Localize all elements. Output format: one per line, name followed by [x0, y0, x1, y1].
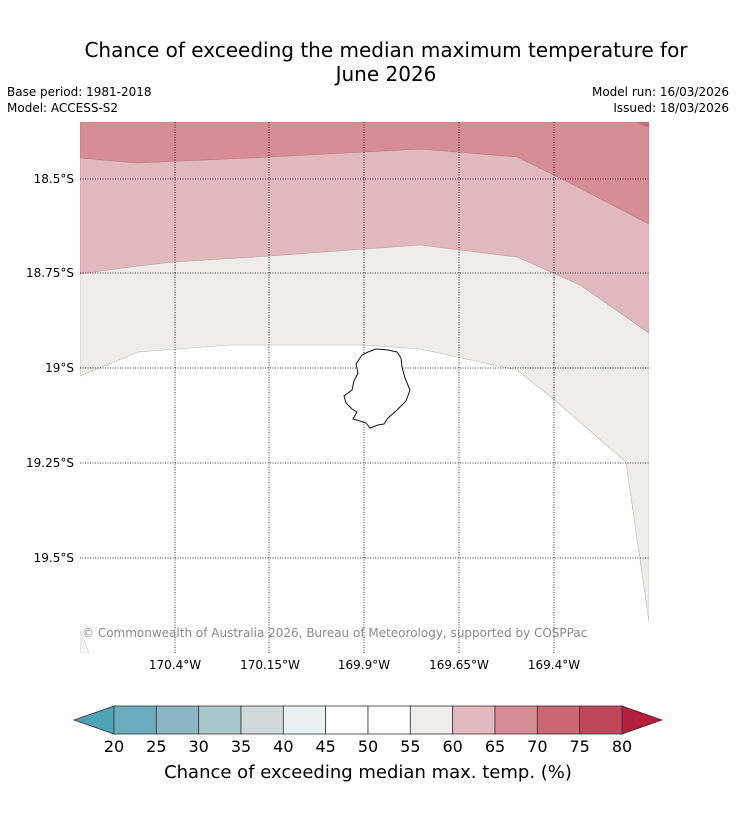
colorbar-cell [452, 705, 496, 735]
latitude-labels: 18.5°S 18.75°S 19°S 19.25°S 19.5°S [26, 172, 74, 565]
colorbar-cell [282, 705, 327, 735]
lon-label-170-4: 170.4°W [149, 658, 201, 672]
colorbar-tick-label: 70 [527, 737, 547, 756]
probability-band-65-70 [80, 122, 649, 334]
colorbar-cell [240, 705, 284, 735]
colorbar-tick-label: 60 [442, 737, 462, 756]
map-edge-notch [80, 629, 90, 653]
probability-band-75-80 [636, 122, 649, 128]
model-name: Model: ACCESS-S2 [7, 101, 119, 115]
colorbar-cell [113, 705, 157, 735]
colorbar-tick-label: 40 [273, 737, 293, 756]
title-line-2: June 2026 [335, 62, 437, 86]
lat-label-18-5: 18.5°S [34, 172, 74, 186]
model-run: Model run: 16/03/2026 [591, 85, 729, 99]
colorbar-cell [579, 705, 623, 735]
colorbar-tick-label: 30 [188, 737, 208, 756]
colorbar-tick-label: 45 [315, 737, 335, 756]
colorbar-tick-label: 25 [146, 737, 166, 756]
colorbar-tick-label: 55 [400, 737, 420, 756]
copyright: © Commonwealth of Australia 2026, Bureau… [82, 626, 587, 640]
gridlines [80, 122, 649, 653]
colorbar-tick-label: 80 [612, 737, 632, 756]
colorbar-cell [409, 705, 454, 735]
colorbar-tick-label: 20 [104, 737, 124, 756]
colorbar-cell [536, 705, 581, 735]
lat-label-18-75: 18.75°S [26, 266, 74, 280]
issued-date: Issued: 18/03/2026 [613, 101, 729, 115]
colorbar-cell [155, 705, 200, 735]
colorbar-cell [494, 705, 538, 735]
colorbar-cells [113, 705, 623, 735]
lon-label-169-4: 169.4°W [528, 658, 580, 672]
lon-label-169-9: 169.9°W [338, 658, 390, 672]
colorbar-over-arrow [621, 705, 664, 735]
meta-right: Model run: 16/03/2026 Issued: 18/03/2026 [592, 84, 729, 116]
lat-label-19-25: 19.25°S [26, 456, 74, 470]
longitude-labels: 170.4°W 170.15°W 169.9°W 169.65°W 169.4°… [149, 658, 580, 672]
colorbar-tick-label: 65 [485, 737, 505, 756]
colorbar-ticks: 20 25 30 35 40 45 50 55 60 65 70 75 80 [104, 737, 632, 756]
lon-label-169-65: 169.65°W [429, 658, 489, 672]
base-period: Base period: 1981-2018 [7, 85, 152, 99]
lon-label-170-15: 170.15°W [240, 658, 300, 672]
probability-band-70-75 [80, 122, 649, 225]
lat-label-19: 19°S [45, 361, 74, 375]
colorbar-cell [198, 705, 242, 735]
colorbar-tick-label: 35 [231, 737, 251, 756]
colorbar-cell [367, 705, 411, 735]
colorbar-cell [325, 705, 369, 735]
chart-title: Chance of exceeding the median maximum t… [0, 38, 736, 86]
lat-label-19-5: 19.5°S [34, 551, 74, 565]
meta-left: Base period: 1981-2018 Model: ACCESS-S2 [7, 84, 152, 116]
title-line-1: Chance of exceeding the median maximum t… [84, 38, 688, 62]
colorbar: 20 25 30 35 40 45 50 55 60 65 70 75 80 Chance of exc… [72, 705, 664, 783]
colorbar-title: Chance of exceeding median max. temp. (%… [164, 762, 572, 783]
colorbar-tick-label: 75 [569, 737, 589, 756]
map-area[interactable]: © Commonwealth of Australia 2026, Bureau… [80, 122, 649, 653]
colorbar-tick-label: 50 [358, 737, 378, 756]
island-niue-outline [343, 348, 411, 429]
colorbar-under-arrow [72, 705, 115, 735]
